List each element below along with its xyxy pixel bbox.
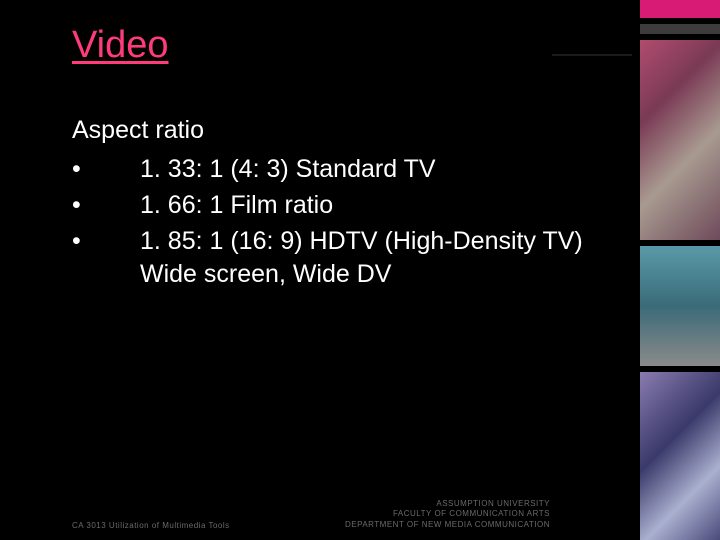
footer-course: CA 3013 Utilization of Multimedia Tools — [72, 521, 230, 530]
bullet-icon: • — [72, 189, 140, 223]
slide-title: Video — [72, 24, 169, 67]
bullet-list: • 1. 33: 1 (4: 3) Standard TV • 1. 66: 1… — [72, 153, 620, 292]
sidebar-panel — [640, 40, 720, 240]
list-item: • 1. 66: 1 Film ratio — [72, 189, 620, 223]
footer: CA 3013 Utilization of Multimedia Tools … — [72, 499, 550, 530]
decorative-sidebar — [640, 0, 720, 540]
stripe-accent — [640, 0, 720, 18]
bullet-text: 1. 33: 1 (4: 3) Standard TV — [140, 153, 620, 187]
stripe-dark — [640, 24, 720, 34]
list-item: • 1. 33: 1 (4: 3) Standard TV — [72, 153, 620, 187]
slide: Video Aspect ratio • 1. 33: 1 (4: 3) Sta… — [0, 0, 640, 540]
bullet-icon: • — [72, 225, 140, 293]
bullet-text: 1. 85: 1 (16: 9) HDTV (High-Density TV) … — [140, 225, 620, 293]
footer-affiliation: ASSUMPTION UNIVERSITY FACULTY OF COMMUNI… — [345, 499, 550, 530]
footer-line: DEPARTMENT OF NEW MEDIA COMMUNICATION — [345, 520, 550, 530]
sidebar-panel — [640, 246, 720, 366]
list-item: • 1. 85: 1 (16: 9) HDTV (High-Density TV… — [72, 225, 620, 293]
sidebar-panel — [640, 372, 720, 540]
bullet-icon: • — [72, 153, 140, 187]
footer-line: ASSUMPTION UNIVERSITY — [345, 499, 550, 509]
slide-body: Aspect ratio • 1. 33: 1 (4: 3) Standard … — [72, 116, 620, 294]
footer-line: FACULTY OF COMMUNICATION ARTS — [345, 509, 550, 519]
subheading: Aspect ratio — [72, 116, 620, 145]
bullet-text: 1. 66: 1 Film ratio — [140, 189, 620, 223]
accent-rule — [552, 54, 632, 56]
